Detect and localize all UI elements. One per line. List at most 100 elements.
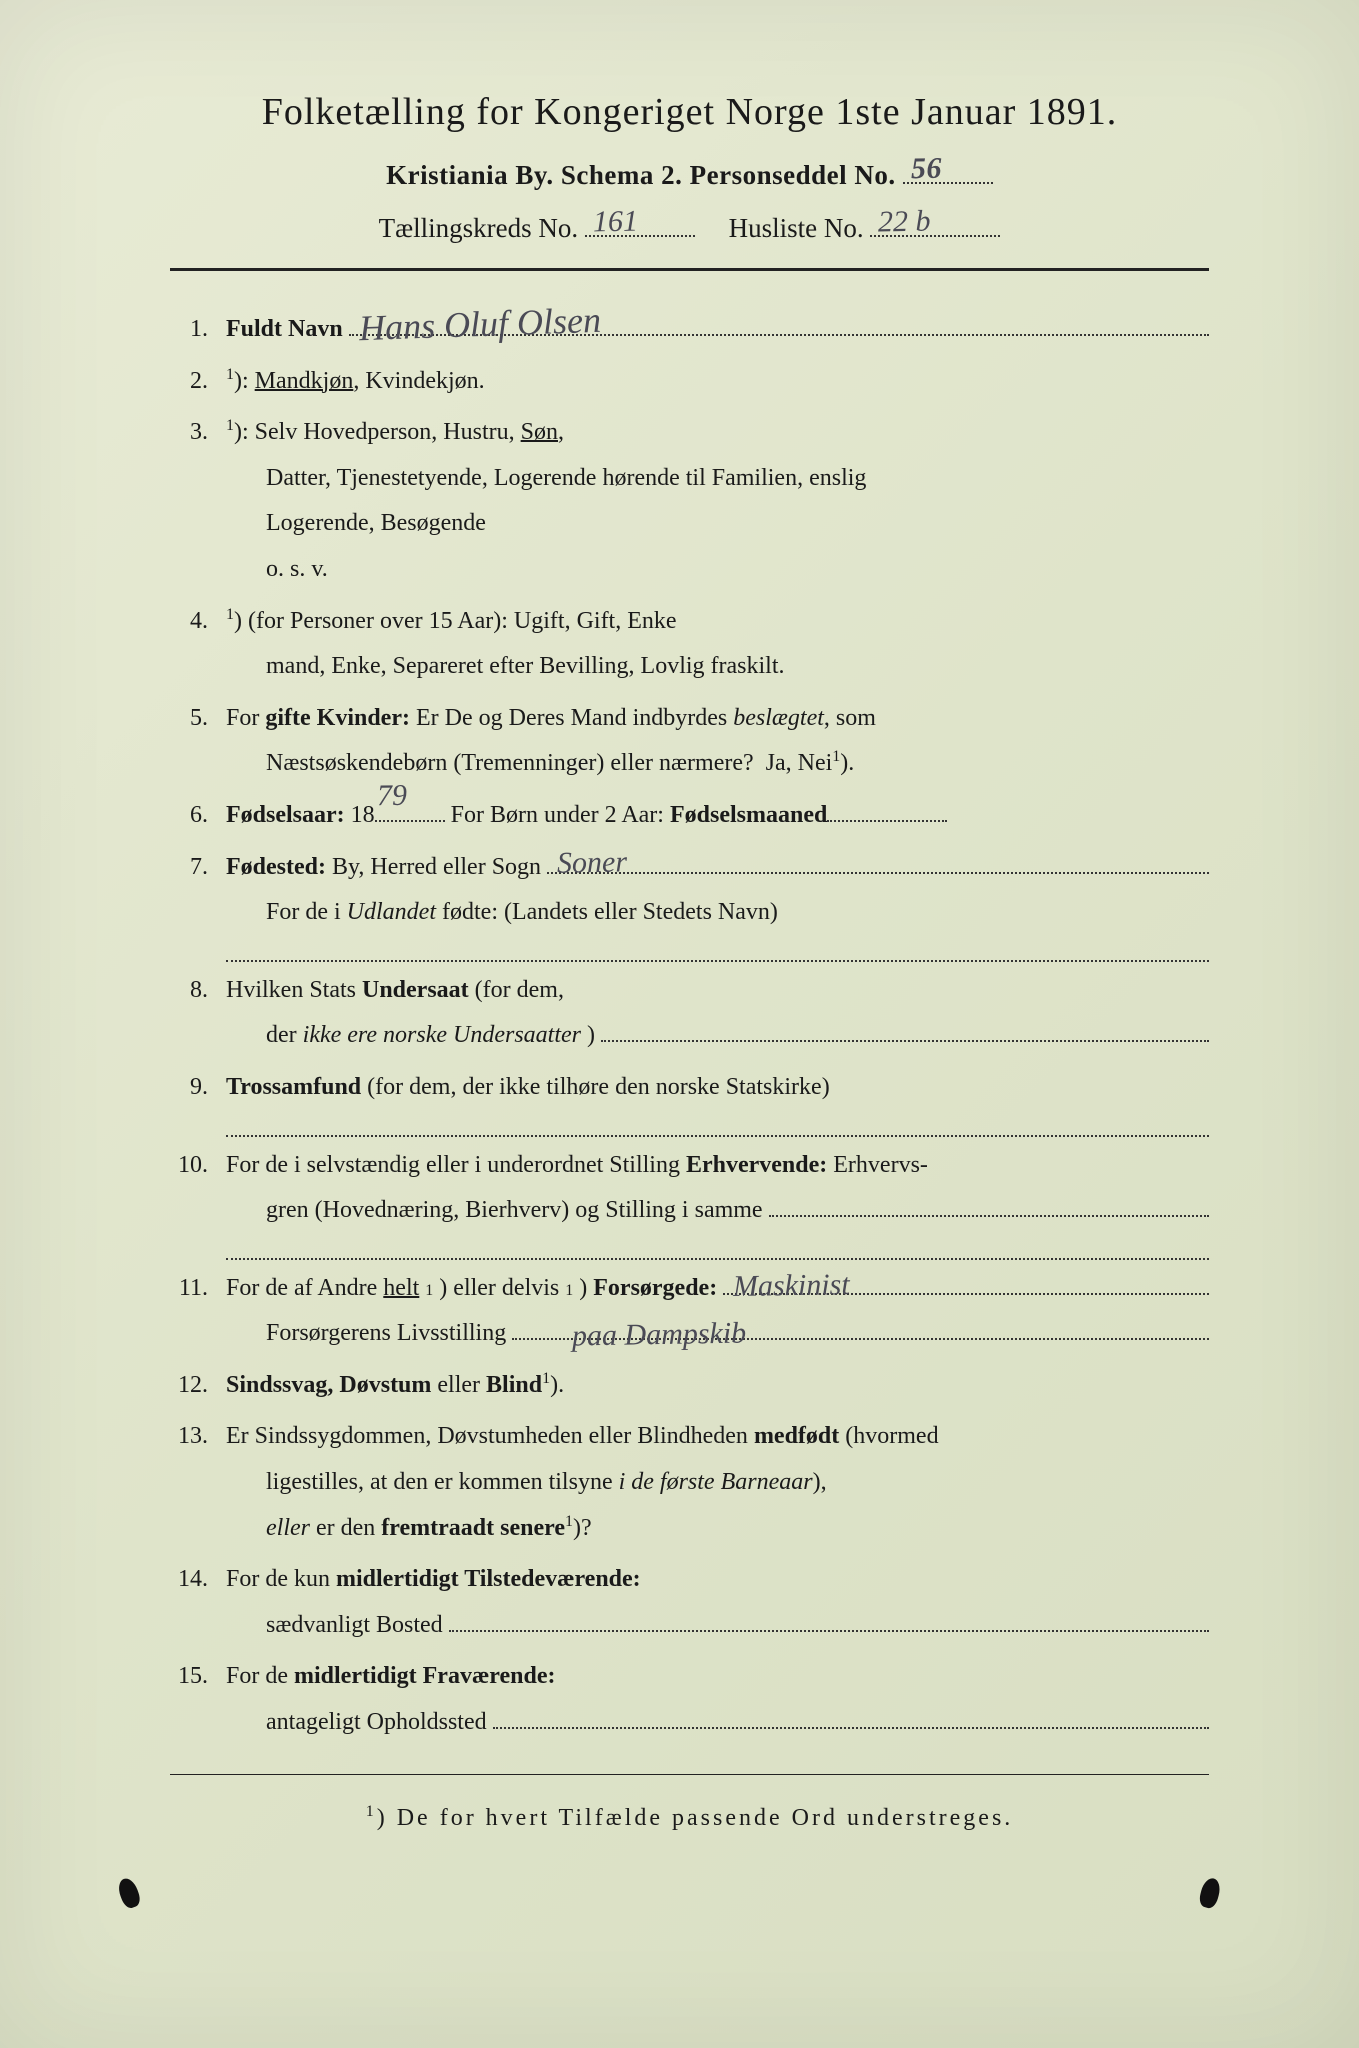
birthplace-field: Soner <box>547 856 1209 874</box>
forsorgede-field: Maskinist <box>723 1277 1209 1295</box>
item-num: 15. <box>170 1654 226 1745</box>
cont-line: Datter, Tjenestetyende, Logerende hørend… <box>226 456 1209 502</box>
subtitle-line: Kristiania By. Schema 2. Personseddel No… <box>170 160 1209 191</box>
dotted-line <box>226 1240 1209 1260</box>
census-form-page: Folketælling for Kongeriget Norge 1ste J… <box>0 0 1359 2048</box>
subtitle-prefix: Kristiania By. Schema 2. Personseddel No… <box>386 160 896 190</box>
cont-line: der ikke ere norske Undersaatter) <box>226 1013 1209 1059</box>
subtitle-line-3: Tællingskreds No. 161 Husliste No. 22 b <box>170 213 1209 244</box>
paper-tear-right <box>1197 1876 1222 1910</box>
forsorgede-value: Maskinist <box>733 1256 851 1315</box>
selected-option: Mandkjøn <box>255 368 354 394</box>
item-num: 1. <box>170 307 226 353</box>
item-num: 11. <box>170 1266 226 1357</box>
item-4: 4. 1) (for Personer over 15 Aar): Ugift,… <box>170 599 1209 690</box>
label: Fuldt Navn <box>226 307 343 353</box>
birthyear-field: 79 <box>375 820 445 822</box>
personseddel-field: 56 <box>903 182 993 184</box>
item-body: For gifte Kvinder: Er De og Deres Mand i… <box>226 696 1209 787</box>
husliste-field: 22 b <box>870 235 1000 237</box>
form-header: Folketælling for Kongeriget Norge 1ste J… <box>170 90 1209 244</box>
item-5: 5. For gifte Kvinder: Er De og Deres Man… <box>170 696 1209 787</box>
livsstilling-field: paa Dampskib <box>512 1322 1209 1340</box>
header-rule <box>170 268 1209 271</box>
dotted-line <box>226 942 1209 962</box>
birthmonth-field <box>827 820 947 822</box>
cont-line: sædvanligt Bosted <box>226 1603 1209 1649</box>
footnote: 1) De for hvert Tilfælde passende Ord un… <box>170 1803 1209 1832</box>
item-body: For de midlertidigt Fraværende: antageli… <box>226 1654 1209 1745</box>
item-num: 12. <box>170 1363 226 1409</box>
item-body: 1): Mandkjøn, Kvindekjøn. <box>226 359 1209 405</box>
form-items: 1. Fuldt Navn Hans Oluf Olsen 2. 1): Man… <box>170 307 1209 1746</box>
dotted-field <box>601 1024 1209 1042</box>
item-3: 3. 1): Selv Hovedperson, Hustru, Søn, Da… <box>170 410 1209 592</box>
cont-line: Forsørgerens Livsstilling paa Dampskib <box>226 1311 1209 1357</box>
item-num: 9. <box>170 1065 226 1137</box>
cont-line: ligestilles, at den er kommen tilsyne i … <box>226 1460 1209 1506</box>
item-body: For de af Andre helt1) eller delvis1) Fo… <box>226 1266 1209 1357</box>
item-num: 4. <box>170 599 226 690</box>
birthplace-value: Soner <box>557 833 628 891</box>
item-body: For de i selvstændig eller i underordnet… <box>226 1143 1209 1260</box>
item-14: 14. For de kun midlertidigt Tilstedevære… <box>170 1557 1209 1648</box>
item-9: 9. Trossamfund (for dem, der ikke tilhør… <box>170 1065 1209 1137</box>
dotted-field <box>449 1614 1209 1632</box>
item-7: 7. Fødested: By, Herred eller Sogn Soner… <box>170 845 1209 962</box>
item-num: 13. <box>170 1414 226 1551</box>
item-num: 3. <box>170 410 226 592</box>
footer-rule <box>170 1774 1209 1775</box>
personseddel-value: 56 <box>911 152 943 187</box>
main-title: Folketælling for Kongeriget Norge 1ste J… <box>170 90 1209 134</box>
livsstilling-value: paa Dampskib <box>572 1305 747 1365</box>
taellingskreds-value: 161 <box>593 205 639 240</box>
dotted-line <box>226 1117 1209 1137</box>
husliste-label: Husliste No. <box>729 213 864 243</box>
item-6: 6. Fødselsaar: 1879 For Børn under 2 Aar… <box>170 793 1209 839</box>
item-body: Fødselsaar: 1879 For Børn under 2 Aar: F… <box>226 793 1209 839</box>
item-body: Trossamfund (for dem, der ikke tilhøre d… <box>226 1065 1209 1137</box>
husliste-value: 22 b <box>878 205 931 240</box>
item-8: 8. Hvilken Stats Undersaat (for dem, der… <box>170 968 1209 1059</box>
selected-option: Søn <box>521 419 558 445</box>
paper-tear-left <box>115 1876 142 1910</box>
item-body: Sindssvag, Døvstum eller Blind1). <box>226 1363 1209 1409</box>
taellingskreds-label: Tællingskreds No. <box>379 213 579 243</box>
item-body: Er Sindssygdommen, Døvstumheden eller Bl… <box>226 1414 1209 1551</box>
item-body: Fuldt Navn Hans Oluf Olsen <box>226 307 1209 353</box>
item-body: Hvilken Stats Undersaat (for dem, der ik… <box>226 968 1209 1059</box>
cont-line: For de i Udlandet fødte: (Landets eller … <box>226 890 1209 936</box>
item-body: 1) (for Personer over 15 Aar): Ugift, Gi… <box>226 599 1209 690</box>
dotted-field <box>769 1199 1209 1217</box>
cont-line: mand, Enke, Separeret efter Bevilling, L… <box>226 644 1209 690</box>
name-field: Hans Oluf Olsen <box>349 318 1209 336</box>
item-num: 14. <box>170 1557 226 1648</box>
item-12: 12. Sindssvag, Døvstum eller Blind1). <box>170 1363 1209 1409</box>
item-num: 8. <box>170 968 226 1059</box>
item-11: 11. For de af Andre helt1) eller delvis1… <box>170 1266 1209 1357</box>
item-15: 15. For de midlertidigt Fraværende: anta… <box>170 1654 1209 1745</box>
cont-line: Logerende, Besøgende <box>226 501 1209 547</box>
options-rest: , Kvindekjøn. <box>353 368 484 394</box>
item-body: For de kun midlertidigt Tilstedeværende:… <box>226 1557 1209 1648</box>
name-value: Hans Oluf Olsen <box>358 286 602 363</box>
cont-line: eller er den fremtraadt senere1)? <box>226 1506 1209 1552</box>
item-2: 2. 1): Mandkjøn, Kvindekjøn. <box>170 359 1209 405</box>
item-num: 6. <box>170 793 226 839</box>
item-num: 2. <box>170 359 226 405</box>
item-13: 13. Er Sindssygdommen, Døvstumheden elle… <box>170 1414 1209 1551</box>
cont-line: Næstsøskendebørn (Tremenninger) eller næ… <box>226 741 1209 787</box>
cont-line: gren (Hovednæring, Bierhverv) og Stillin… <box>226 1188 1209 1234</box>
item-body: 1): Selv Hovedperson, Hustru, Søn, Datte… <box>226 410 1209 592</box>
birthyear-value: 79 <box>376 767 407 825</box>
cont-line: antageligt Opholdssted <box>226 1700 1209 1746</box>
item-num: 7. <box>170 845 226 962</box>
item-num: 5. <box>170 696 226 787</box>
taellingskreds-field: 161 <box>585 235 695 237</box>
item-1: 1. Fuldt Navn Hans Oluf Olsen <box>170 307 1209 353</box>
item-10: 10. For de i selvstændig eller i underor… <box>170 1143 1209 1260</box>
dotted-field <box>493 1711 1209 1729</box>
item-body: Fødested: By, Herred eller Sogn Soner Fo… <box>226 845 1209 962</box>
cont-line: o. s. v. <box>226 547 1209 593</box>
item-num: 10. <box>170 1143 226 1260</box>
